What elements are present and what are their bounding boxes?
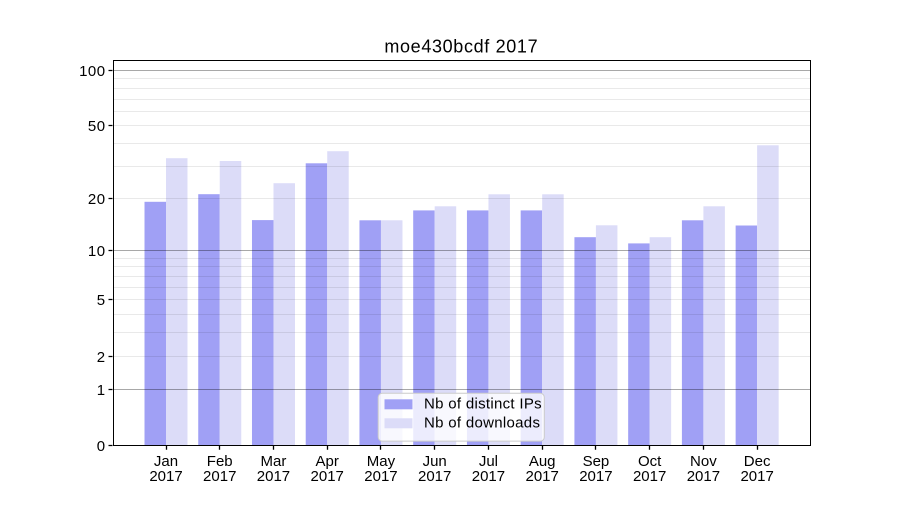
svg-text:2017: 2017 <box>472 468 505 485</box>
svg-text:2: 2 <box>97 349 106 366</box>
svg-text:Mar: Mar <box>261 453 287 470</box>
svg-text:Jul: Jul <box>479 453 498 470</box>
svg-text:Nov: Nov <box>690 453 717 470</box>
svg-text:2017: 2017 <box>525 468 558 485</box>
svg-text:100: 100 <box>79 63 106 80</box>
svg-text:2017: 2017 <box>149 468 182 485</box>
svg-text:Nb of downloads: Nb of downloads <box>424 415 540 432</box>
svg-text:2017: 2017 <box>364 468 397 485</box>
svg-text:Feb: Feb <box>207 453 233 470</box>
svg-text:20: 20 <box>88 191 106 208</box>
svg-text:2017: 2017 <box>257 468 290 485</box>
svg-text:Oct: Oct <box>638 453 662 470</box>
svg-text:2017: 2017 <box>740 468 773 485</box>
svg-text:Apr: Apr <box>316 453 339 470</box>
svg-text:0: 0 <box>97 438 106 455</box>
svg-text:Sep: Sep <box>583 453 610 470</box>
svg-text:2017: 2017 <box>633 468 666 485</box>
svg-text:2017: 2017 <box>579 468 612 485</box>
svg-text:2017: 2017 <box>203 468 236 485</box>
svg-text:moe430bcdf 2017: moe430bcdf 2017 <box>384 36 538 56</box>
svg-text:50: 50 <box>88 118 106 135</box>
svg-text:Jan: Jan <box>154 453 178 470</box>
svg-text:2017: 2017 <box>311 468 344 485</box>
svg-text:Nb of distinct IPs: Nb of distinct IPs <box>424 396 542 413</box>
svg-text:Jun: Jun <box>423 453 447 470</box>
svg-text:1: 1 <box>97 382 106 399</box>
svg-text:May: May <box>367 453 396 470</box>
svg-text:10: 10 <box>88 243 106 260</box>
svg-text:Dec: Dec <box>744 453 771 470</box>
svg-text:5: 5 <box>97 292 106 309</box>
svg-text:2017: 2017 <box>418 468 451 485</box>
svg-text:2017: 2017 <box>687 468 720 485</box>
svg-text:Aug: Aug <box>529 453 556 470</box>
